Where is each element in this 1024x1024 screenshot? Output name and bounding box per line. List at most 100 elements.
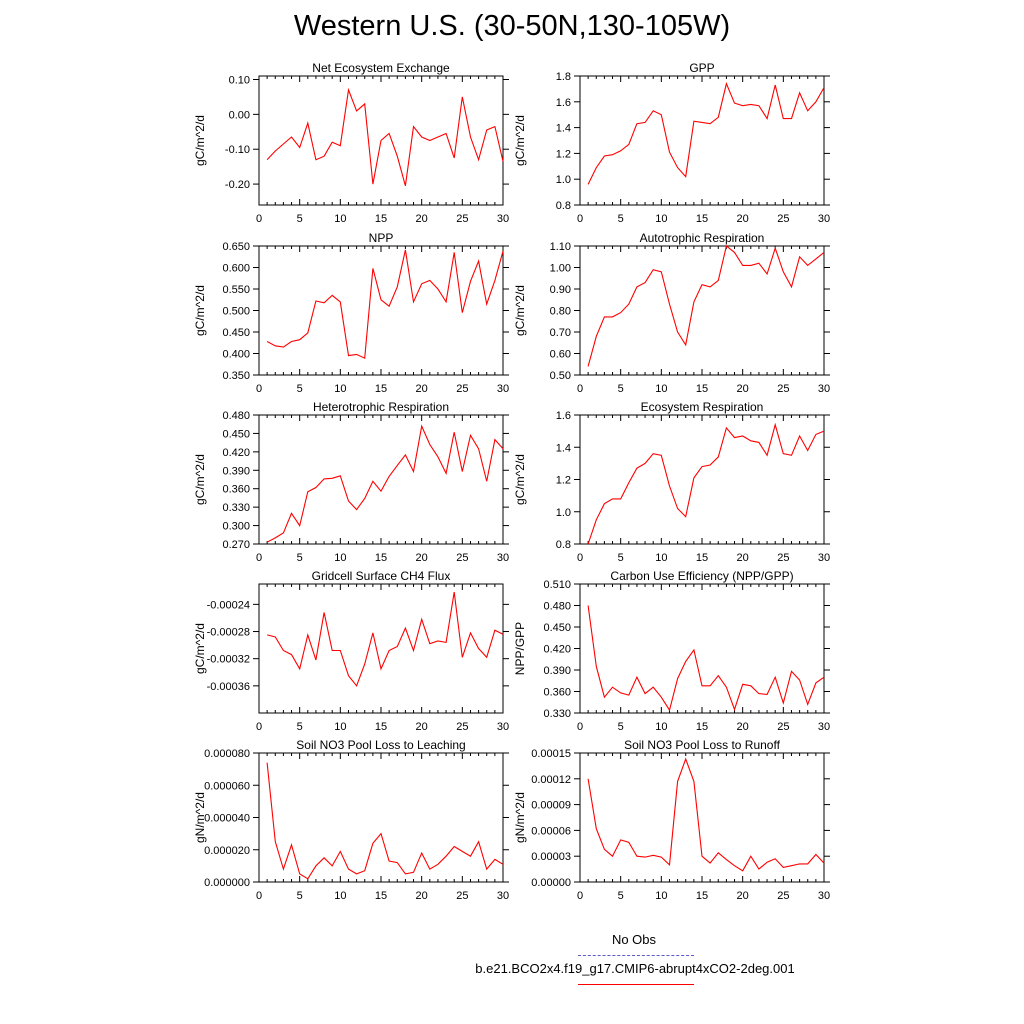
- y-tick-label: 1.0: [556, 174, 571, 186]
- y-tick-label: 0.00009: [531, 800, 571, 812]
- panel-frame: [579, 752, 825, 883]
- panel-title: Net Ecosystem Exchange: [312, 61, 450, 75]
- x-tick-label: 5: [618, 213, 624, 225]
- y-tick-label: 0.10: [229, 74, 250, 86]
- legend-case-label: b.e21.BCO2x4.f19_g17.CMIP6-abrupt4xCO2-2…: [475, 961, 795, 976]
- series-line: [587, 81, 825, 185]
- y-tick-label: 1.4: [556, 123, 571, 135]
- x-tick-label: 20: [416, 890, 428, 902]
- x-tick-label: 0: [577, 383, 583, 395]
- x-tick-label: 10: [655, 213, 667, 225]
- x-tick-label: 10: [655, 721, 667, 733]
- y-tick-label: 0.000040: [204, 813, 250, 825]
- series-line: [587, 245, 825, 367]
- panel-title: Soil NO3 Pool Loss to Leaching: [296, 738, 465, 752]
- x-tick-label: 0: [577, 890, 583, 902]
- x-tick-label: 20: [737, 890, 749, 902]
- y-tick-label: 0.420: [543, 644, 571, 656]
- y-tick-label: 0.80: [550, 306, 571, 318]
- y-axis-label: gC/m^2/d: [513, 285, 527, 336]
- x-tick-label: 15: [375, 383, 387, 395]
- x-tick-label: 5: [618, 383, 624, 395]
- y-tick-label: -0.00036: [207, 681, 250, 693]
- y-tick-label: 0.390: [222, 465, 250, 477]
- y-tick-label: 0.000080: [204, 748, 250, 760]
- panel-title: Carbon Use Efficiency (NPP/GPP): [610, 569, 793, 583]
- y-axis-label: gC/m^2/d: [513, 115, 527, 166]
- x-tick-label: 0: [577, 213, 583, 225]
- y-tick-label: 0.450: [543, 622, 571, 634]
- x-tick-label: 30: [497, 383, 509, 395]
- y-tick-label: 0.600: [222, 263, 250, 275]
- series-line: [587, 757, 825, 872]
- y-tick-label: 0.500: [222, 306, 250, 318]
- x-tick-label: 25: [777, 213, 789, 225]
- y-tick-label: 1.2: [556, 475, 571, 487]
- x-tick-label: 15: [696, 552, 708, 564]
- x-tick-label: 5: [618, 890, 624, 902]
- x-tick-label: 20: [416, 552, 428, 564]
- y-tick-label: 1.6: [556, 410, 571, 422]
- x-tick-label: 30: [818, 383, 830, 395]
- page-title: Western U.S. (30-50N,130-105W): [293, 10, 731, 42]
- panel-1: GPP 0 5 10 15 20 25 30 1.8 1.6 1.4 1.2 1.0 0.8 gC/m^2/…: [513, 61, 830, 225]
- x-tick-label: 30: [818, 213, 830, 225]
- x-tick-label: 10: [655, 890, 667, 902]
- y-tick-label: -0.20: [225, 179, 250, 191]
- panel-title: Autotrophic Respiration: [640, 231, 765, 245]
- y-tick-label: 0.50: [550, 370, 571, 382]
- x-tick-label: 25: [777, 552, 789, 564]
- y-tick-label: 0.510: [543, 579, 571, 591]
- x-tick-label: 15: [375, 552, 387, 564]
- x-tick-label: 10: [334, 721, 346, 733]
- x-tick-label: 15: [375, 721, 387, 733]
- x-tick-label: 25: [456, 721, 468, 733]
- x-tick-label: 20: [737, 383, 749, 395]
- x-tick-label: 5: [297, 721, 303, 733]
- x-tick-label: 25: [777, 383, 789, 395]
- series-line: [266, 592, 504, 687]
- y-tick-label: -0.10: [225, 144, 250, 156]
- y-tick-label: 0.450: [222, 428, 250, 440]
- y-tick-label: 1.8: [556, 71, 571, 83]
- y-tick-label: 1.6: [556, 97, 571, 109]
- y-tick-label: 0.360: [222, 484, 250, 496]
- x-tick-label: 5: [618, 552, 624, 564]
- y-tick-label: 0.60: [550, 349, 571, 361]
- y-tick-label: 1.0: [556, 507, 571, 519]
- y-tick-label: 0.480: [543, 601, 571, 613]
- y-tick-label: -0.00032: [207, 654, 250, 666]
- x-tick-label: 10: [334, 890, 346, 902]
- y-tick-label: -0.00024: [207, 599, 250, 611]
- x-tick-label: 5: [297, 213, 303, 225]
- x-tick-label: 30: [497, 890, 509, 902]
- x-tick-label: 20: [416, 721, 428, 733]
- x-tick-label: 15: [696, 890, 708, 902]
- y-tick-label: 0.650: [222, 241, 250, 253]
- x-tick-label: 15: [696, 213, 708, 225]
- y-axis-label: gN/m^2/d: [193, 792, 207, 843]
- x-tick-label: 20: [737, 552, 749, 564]
- legend-obs-line: [578, 955, 694, 956]
- y-tick-label: 0.00003: [531, 851, 571, 863]
- panel-7: Carbon Use Efficiency (NPP/GPP) 0 5 10 15 20 2…: [513, 569, 830, 733]
- y-tick-label: 0.8: [556, 539, 571, 551]
- series-line: [266, 424, 504, 543]
- y-tick-label: 0.00015: [531, 748, 571, 760]
- x-tick-label: 15: [375, 890, 387, 902]
- panel-0: Net Ecosystem Exchange 0 5 10 15 20 25 30 0.10 0.…: [193, 61, 509, 225]
- x-tick-label: 10: [334, 383, 346, 395]
- x-tick-label: 25: [777, 890, 789, 902]
- y-tick-label: 0.8: [556, 200, 571, 212]
- y-tick-label: 0.00012: [531, 774, 571, 786]
- y-tick-label: 0.390: [543, 665, 571, 677]
- y-axis-label: gC/m^2/d: [193, 115, 207, 166]
- x-tick-label: 30: [497, 552, 509, 564]
- panel-frame: [579, 75, 825, 206]
- panel-title: Soil NO3 Pool Loss to Runoff: [624, 738, 781, 752]
- panel-frame: [579, 414, 825, 545]
- x-tick-label: 20: [737, 213, 749, 225]
- x-tick-label: 10: [655, 552, 667, 564]
- legend-case-line: [578, 984, 694, 985]
